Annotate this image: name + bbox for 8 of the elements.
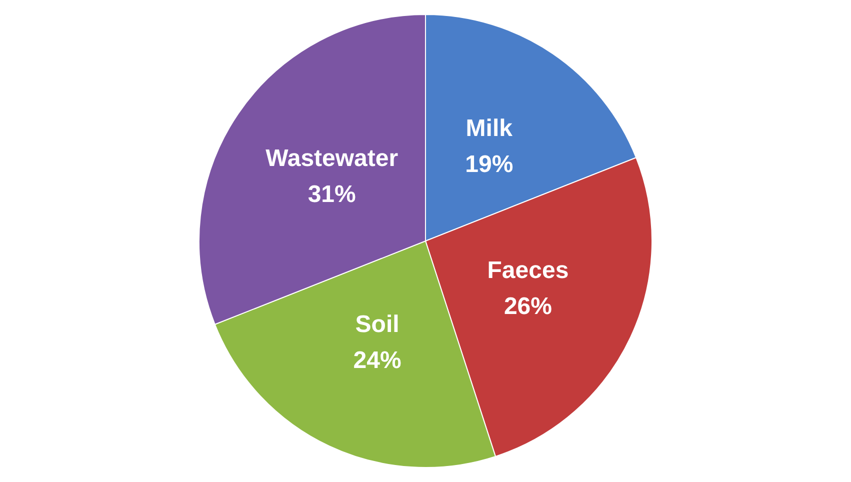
data-label: 24%: [353, 347, 402, 374]
data-label: 19%: [465, 150, 514, 178]
data-label: 26%: [504, 292, 552, 320]
slice-label: Milk: [466, 114, 514, 142]
slice-label: Wastewater: [266, 144, 398, 172]
slice-label: Faeces: [487, 256, 569, 284]
data-label: 31%: [308, 180, 356, 208]
slice-label: Soil: [355, 311, 400, 338]
